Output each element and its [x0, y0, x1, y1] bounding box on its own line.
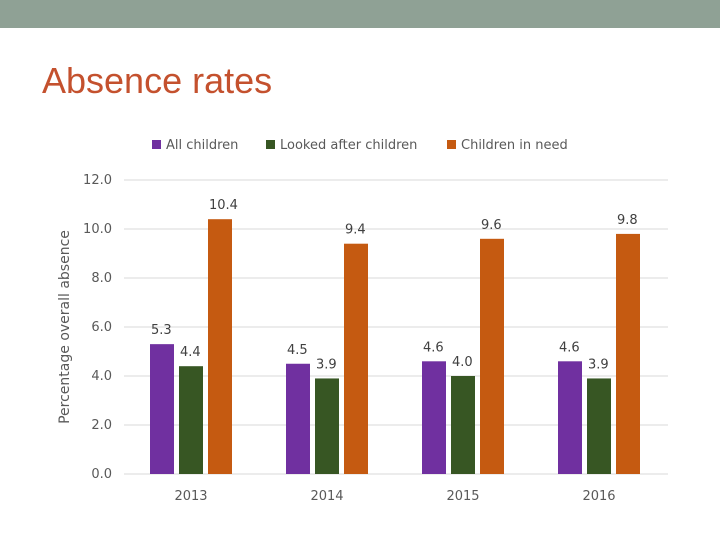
bar	[208, 219, 232, 474]
data-label: 9.4	[345, 223, 366, 238]
slide-title: Absence rates	[42, 60, 273, 101]
bar	[422, 361, 446, 474]
y-tick-label: 8.0	[91, 271, 112, 286]
data-label: 9.8	[617, 213, 638, 228]
legend-swatch	[152, 140, 161, 149]
data-label: 4.6	[559, 340, 580, 355]
bar	[616, 233, 640, 474]
data-label: 3.9	[588, 357, 609, 372]
data-label: 4.6	[423, 340, 444, 355]
data-label: 10.4	[209, 198, 238, 213]
bar	[587, 378, 611, 474]
bar	[480, 238, 504, 474]
data-label: 4.4	[180, 345, 201, 360]
legend-label: Looked after children	[280, 138, 417, 153]
bar	[150, 344, 174, 474]
x-tick-label: 2015	[446, 489, 479, 504]
x-tick-label: 2016	[582, 489, 615, 504]
y-tick-label: 12.0	[83, 173, 112, 188]
bar	[344, 243, 368, 474]
x-tick-label: 2014	[310, 489, 343, 504]
x-tick-label: 2013	[174, 489, 207, 504]
bar	[286, 363, 310, 474]
y-tick-label: 2.0	[91, 418, 112, 433]
y-tick-label: 6.0	[91, 320, 112, 335]
legend-label: All children	[166, 138, 238, 153]
y-axis-label: Percentage overall absence	[57, 230, 73, 424]
legend-label: Children in need	[461, 138, 568, 153]
legend-swatch	[266, 140, 275, 149]
data-label: 9.6	[481, 218, 502, 233]
data-label: 4.5	[287, 343, 308, 358]
bar	[558, 361, 582, 474]
legend-swatch	[447, 140, 456, 149]
y-tick-label: 4.0	[91, 369, 112, 384]
bar	[179, 366, 203, 474]
top-bar	[0, 0, 720, 28]
data-label: 3.9	[316, 357, 337, 372]
y-tick-label: 10.0	[83, 222, 112, 237]
data-label: 5.3	[151, 323, 172, 338]
bar	[315, 378, 339, 474]
data-label: 4.0	[452, 355, 473, 370]
bar	[451, 376, 475, 474]
y-tick-label: 0.0	[91, 467, 112, 482]
